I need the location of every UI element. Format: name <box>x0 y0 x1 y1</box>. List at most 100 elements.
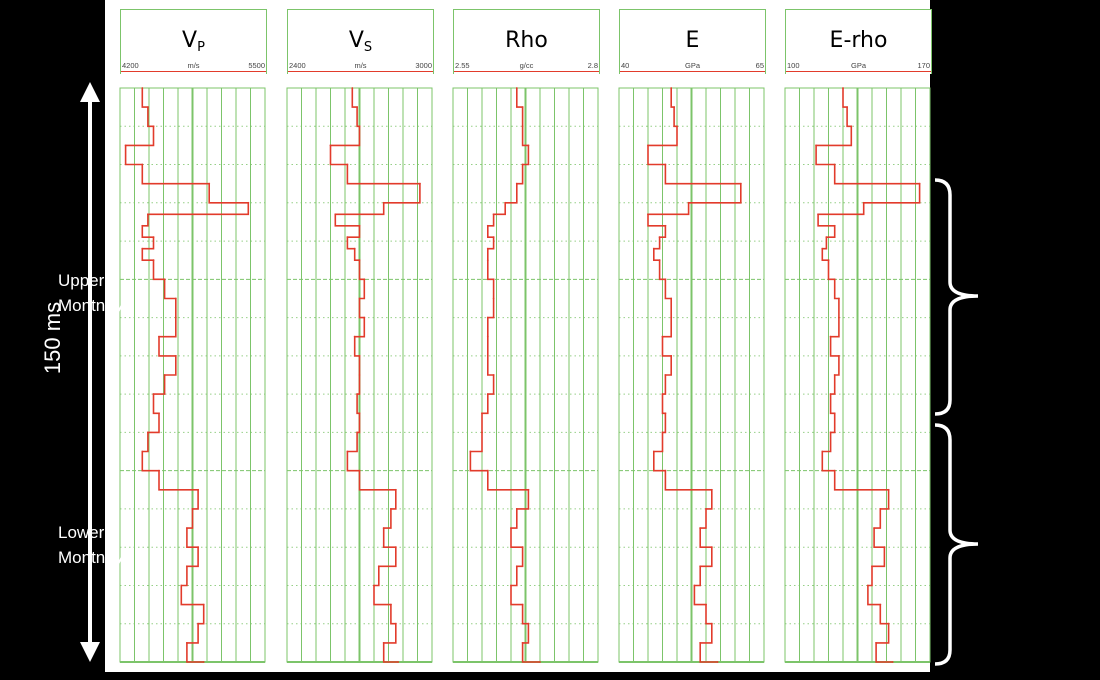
log-sample-point <box>873 527 875 529</box>
log-sample-point <box>515 87 518 89</box>
log-sample-point <box>353 335 356 338</box>
log-sample-point <box>141 247 144 250</box>
track-scale: 2400 m/s 3000 <box>288 61 433 72</box>
log-sample-point <box>363 316 366 319</box>
log-sample-point <box>521 106 524 108</box>
log-sample-point <box>842 87 844 89</box>
log-sample-point <box>152 259 155 262</box>
log-sample-point <box>141 450 144 453</box>
log-sample-point <box>833 224 836 227</box>
log-sample-point <box>739 182 742 185</box>
log-sample-point <box>862 201 865 204</box>
scale-unit-label: m/s <box>354 61 367 70</box>
log-sample-point <box>202 661 205 663</box>
track-title: VP <box>182 28 205 55</box>
zone-label-lower-montney: Lower Montney <box>58 523 124 567</box>
log-sample-point <box>829 335 832 338</box>
log-curve-vp <box>124 88 250 663</box>
log-sample-point <box>879 603 882 606</box>
log-sample-point <box>356 431 358 434</box>
log-sample-point <box>515 508 518 510</box>
log-sample-point <box>373 584 375 587</box>
log-sample-point <box>186 565 188 568</box>
log-sample-point <box>515 182 518 185</box>
scale-min-label: 2400 <box>289 61 306 70</box>
log-sample-point <box>346 163 349 166</box>
log-sample-point <box>670 355 673 357</box>
log-sample-point <box>152 236 155 239</box>
log-sample-point <box>670 297 673 300</box>
scale-min-label: 4200 <box>122 61 139 70</box>
depth-arrow <box>80 82 100 662</box>
track-e <box>618 87 765 663</box>
log-sample-point <box>152 125 155 128</box>
track-rho <box>452 87 599 663</box>
scale-unit-label: g/cc <box>519 61 534 70</box>
log-sample-point <box>521 546 524 549</box>
log-sample-point <box>186 527 188 529</box>
log-sample-point <box>699 642 702 644</box>
track-title-subscript: P <box>197 40 205 55</box>
log-sample-point <box>486 259 489 262</box>
track-header-e: E 40 GPa 65 <box>619 9 766 74</box>
log-sample-point <box>833 278 836 281</box>
log-sample-point <box>521 125 524 128</box>
log-sample-point <box>661 335 664 338</box>
log-sample-point <box>821 247 824 250</box>
log-sample-point <box>158 469 160 472</box>
log-sample-point <box>833 412 836 415</box>
log-sample-point <box>163 278 166 281</box>
log-sample-point <box>850 125 853 128</box>
log-sample-point <box>661 431 664 434</box>
log-curve-erho <box>815 88 921 663</box>
log-curve-vs <box>329 88 421 663</box>
log-sample-point <box>664 224 667 227</box>
log-sample-point <box>539 661 541 663</box>
scale-min-label: 40 <box>621 61 630 70</box>
log-sample-point <box>481 431 483 434</box>
log-sample-point <box>202 603 205 606</box>
log-sample-point <box>699 565 702 568</box>
log-sample-point <box>887 488 890 491</box>
log-sample-point <box>846 106 848 108</box>
log-sample-point <box>486 247 489 250</box>
log-sample-point <box>821 450 824 453</box>
log-sample-point <box>527 144 530 147</box>
log-sample-point <box>197 546 200 549</box>
log-sample-point <box>687 201 690 204</box>
log-sample-point <box>661 393 664 395</box>
log-sample-point <box>486 355 489 357</box>
log-sample-point <box>147 213 149 216</box>
log-sample-point <box>486 393 489 395</box>
log-sample-point <box>186 642 188 644</box>
log-sample-point <box>875 642 877 644</box>
log-sample-point <box>527 488 530 491</box>
log-sample-point <box>358 412 361 415</box>
log-sample-point <box>521 163 524 166</box>
log-sample-point <box>329 144 332 147</box>
log-sample-point <box>658 236 661 239</box>
log-sample-point <box>521 603 524 606</box>
log-sample-point <box>492 278 495 281</box>
log-sample-point <box>394 546 397 549</box>
log-sample-point <box>358 297 361 300</box>
log-sample-point <box>358 469 361 472</box>
track-title: Rho <box>505 28 548 53</box>
scale-max-label: 3000 <box>415 61 432 70</box>
log-sample-point <box>647 213 649 216</box>
log-sample-point <box>515 565 518 568</box>
log-sample-point <box>152 393 155 395</box>
log-sample-point <box>676 125 678 128</box>
log-curve-e <box>647 88 742 663</box>
log-sample-point <box>353 247 356 250</box>
log-sample-point <box>382 642 385 644</box>
log-sample-point <box>486 316 489 319</box>
log-sample-point <box>141 87 144 89</box>
log-sample-point <box>358 125 361 128</box>
log-sample-point <box>191 508 194 510</box>
log-sample-point <box>492 297 495 300</box>
log-sample-point <box>377 565 380 568</box>
scale-max-label: 65 <box>755 61 764 70</box>
track-title: E-rho <box>829 28 888 53</box>
